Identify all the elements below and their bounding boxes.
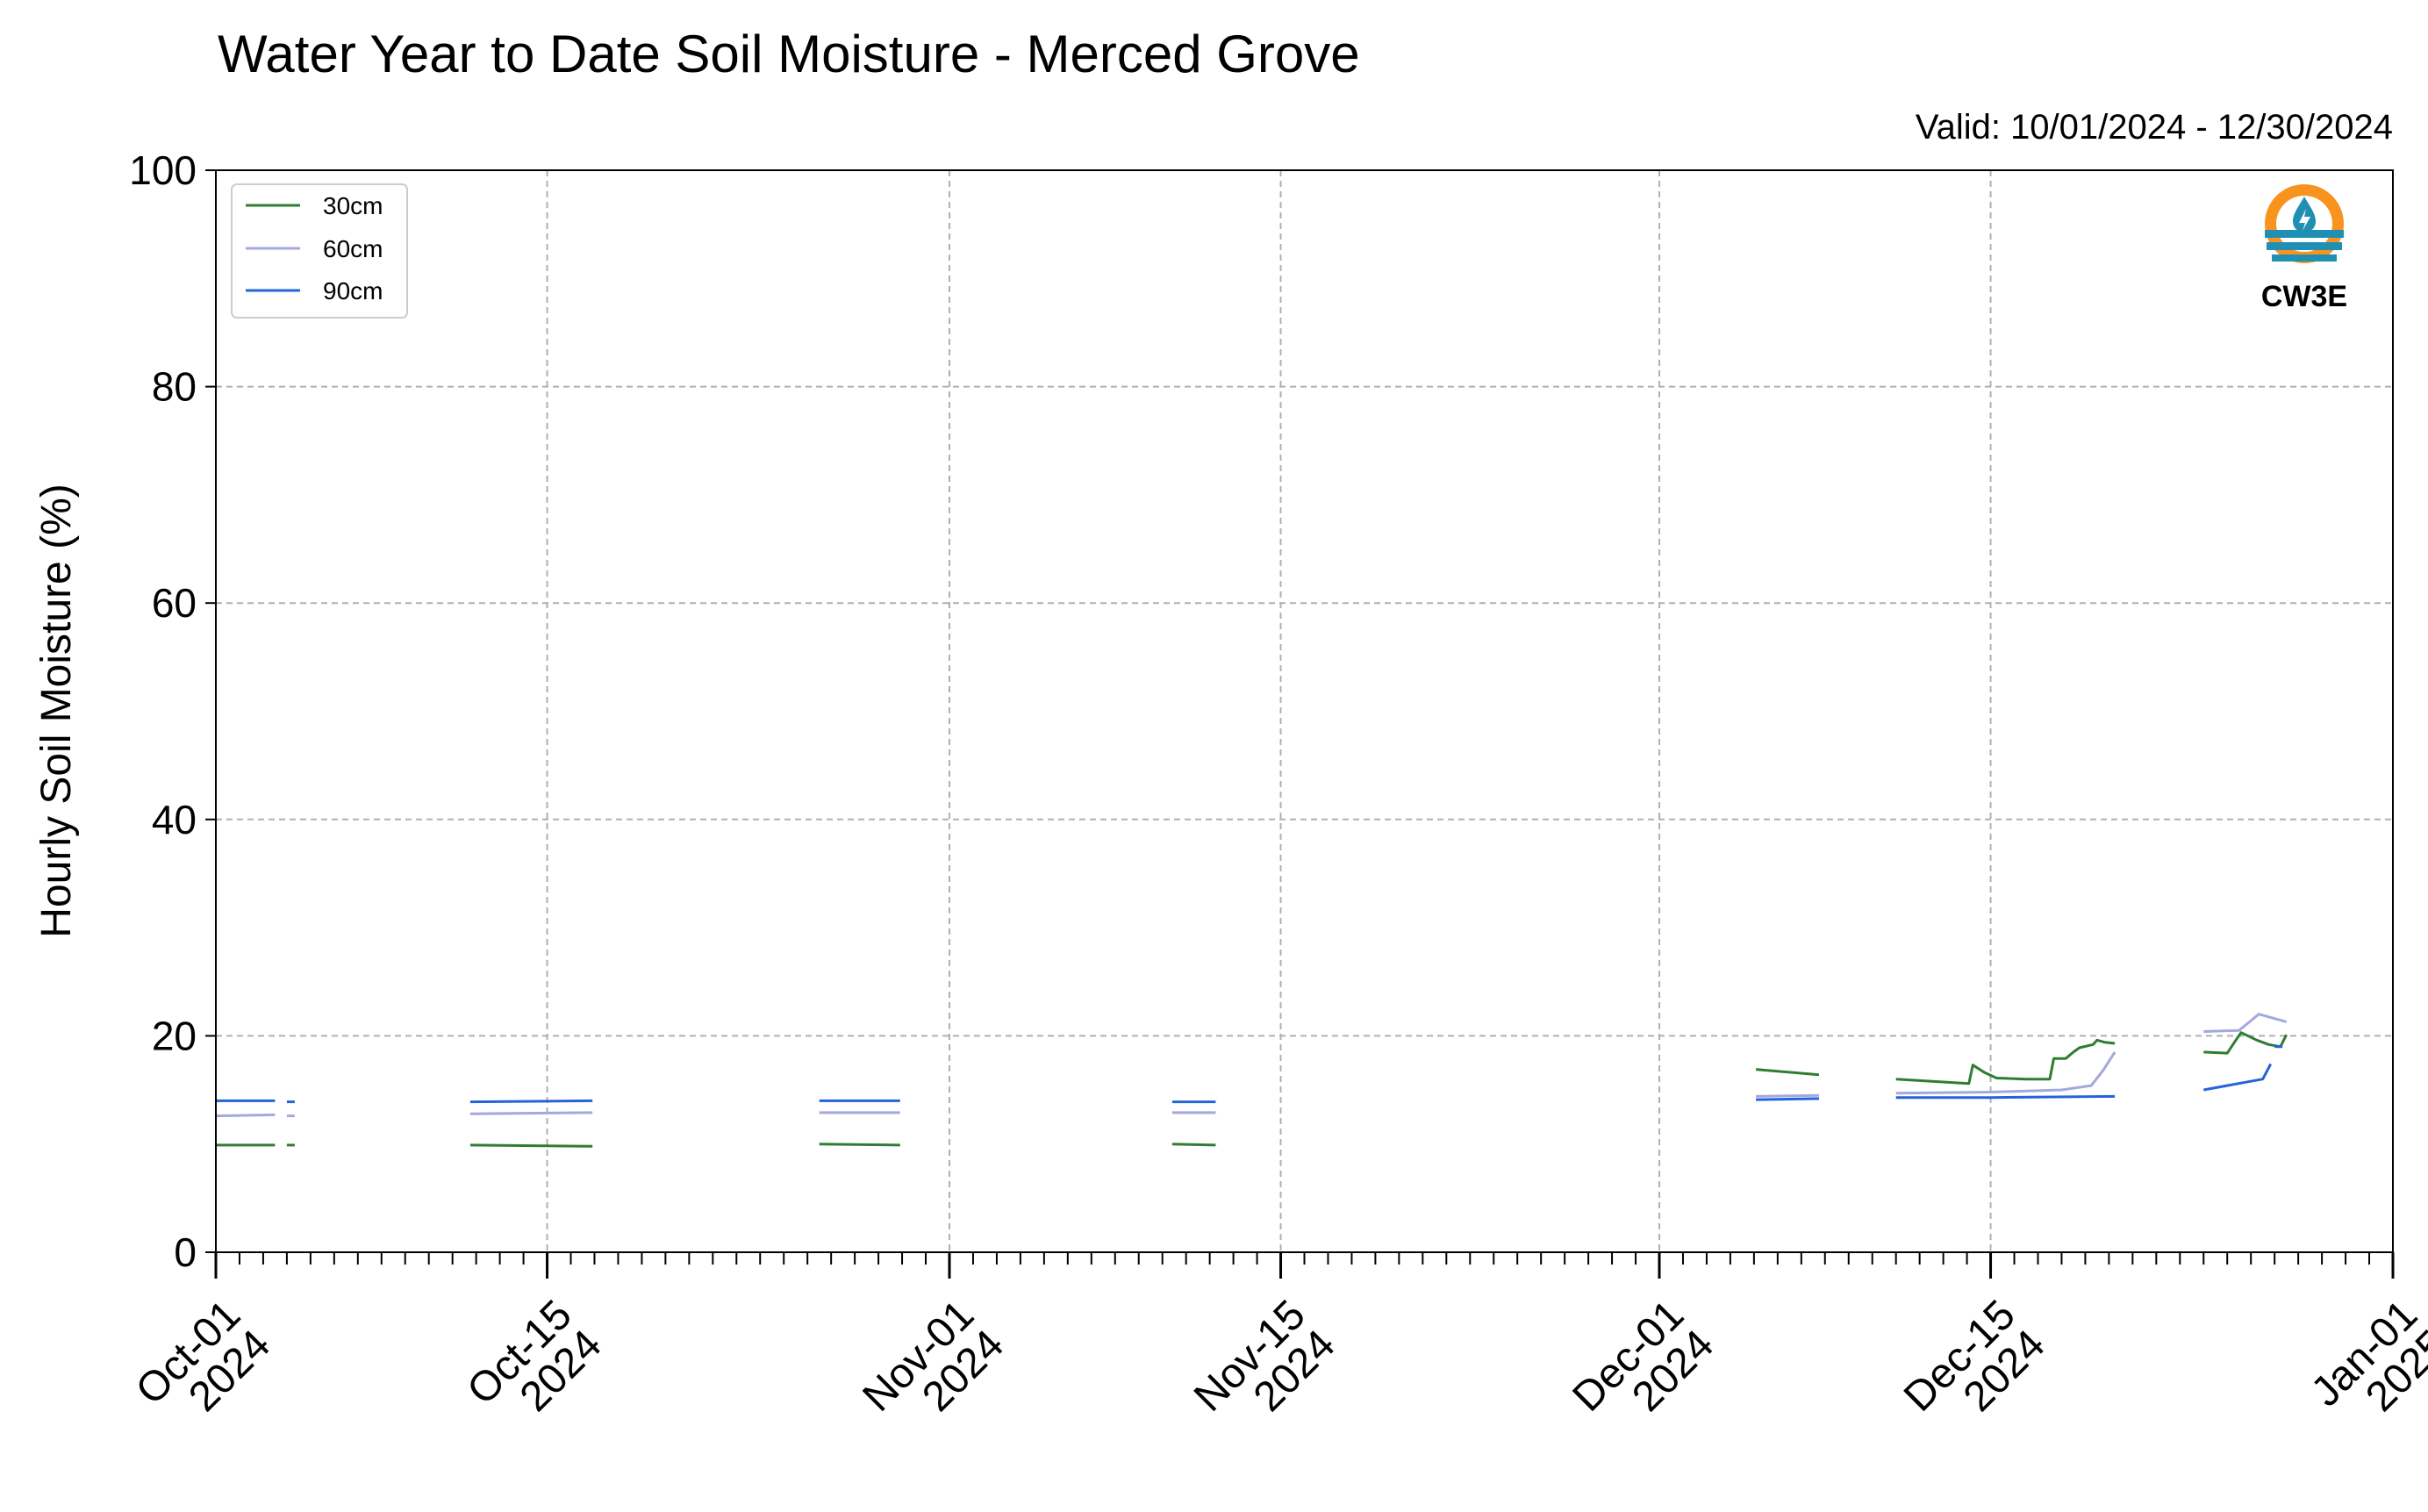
series-30cm-segment-3 xyxy=(819,1143,900,1147)
chart-title: Water Year to Date Soil Moisture - Merce… xyxy=(218,25,1360,83)
series-lines xyxy=(215,1013,2288,1148)
cw3e-logo: CW3E xyxy=(2261,184,2347,313)
series-90cm-segment-7 xyxy=(2203,1063,2273,1092)
series-30cm-segment-5 xyxy=(1755,1068,1820,1077)
series-60cm-segment-2 xyxy=(469,1111,593,1115)
valid-range-label: Valid: 10/01/2024 - 12/30/2024 xyxy=(1916,108,2393,147)
y-tick-label: 40 xyxy=(152,797,197,842)
series-60cm-segment-5 xyxy=(1756,1093,1820,1098)
legend-label-90cm: 90cm xyxy=(323,277,383,305)
series-30cm-segment-4 xyxy=(1171,1143,1216,1147)
y-tick-label: 100 xyxy=(129,147,197,193)
y-tick-label: 20 xyxy=(152,1013,197,1058)
legend-label-60cm: 60cm xyxy=(323,235,383,262)
logo-bolt xyxy=(2299,209,2310,231)
series-30cm-segment-2 xyxy=(469,1143,593,1148)
series-60cm-segment-6 xyxy=(1895,1051,2116,1095)
series-90cm-segment-6 xyxy=(1895,1094,2116,1100)
y-tick-label: 80 xyxy=(152,364,197,410)
logo-wave-2 xyxy=(2267,242,2342,250)
legend-label-30cm: 30cm xyxy=(323,192,383,219)
y-tick-label: 60 xyxy=(152,580,197,626)
logo-wave-1 xyxy=(2265,230,2344,238)
grid xyxy=(216,170,2393,1252)
series-90cm-segment-5 xyxy=(1756,1097,1820,1101)
logo-text: CW3E xyxy=(2261,280,2347,313)
legend: 30cm 60cm 90cm xyxy=(231,183,408,319)
series-60cm-segment-0 xyxy=(215,1113,276,1118)
series-60cm-segment-7 xyxy=(2203,1013,2287,1033)
logo-wave-3 xyxy=(2272,254,2337,262)
series-90cm-segment-2 xyxy=(469,1099,593,1104)
y-tick-label: 0 xyxy=(174,1229,197,1275)
y-tick-labels: 0 20 40 60 80 100 xyxy=(129,147,197,1275)
axis-ticks xyxy=(205,169,2395,1279)
series-30cm-segment-6 xyxy=(1895,1038,2116,1086)
legend-box xyxy=(231,183,408,319)
y-axis-label: Hourly Soil Moisture (%) xyxy=(33,484,80,937)
